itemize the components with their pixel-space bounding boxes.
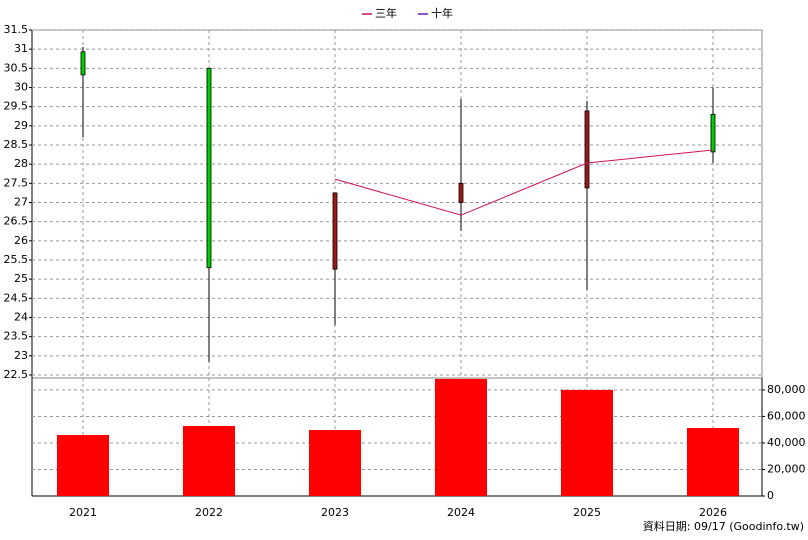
footer: 資料日期: 09/17 (Goodinfo.tw) bbox=[643, 519, 804, 533]
y2-tick-label: 60,000 bbox=[767, 409, 806, 422]
legend-label: 十年 bbox=[431, 6, 453, 20]
y-tick-label: 24.5 bbox=[4, 291, 29, 304]
volume-bar bbox=[57, 435, 109, 496]
y-tick-label: 31 bbox=[14, 42, 28, 55]
volume-bar bbox=[435, 378, 487, 496]
volume-bar bbox=[309, 429, 361, 496]
y-tick-label: 27 bbox=[14, 196, 28, 209]
y2-tick-label: 0 bbox=[767, 489, 774, 502]
y-tick-label: 26.5 bbox=[4, 215, 29, 228]
y-tick-label: 26 bbox=[14, 234, 28, 247]
legend-label: 三年 bbox=[375, 6, 397, 20]
y-tick-label: 30 bbox=[14, 81, 28, 94]
candle-body bbox=[458, 182, 464, 203]
y-tick-label: 24 bbox=[14, 311, 28, 324]
candle-body bbox=[332, 192, 338, 270]
y-tick-label: 23 bbox=[14, 349, 28, 362]
x-tick-label: 2026 bbox=[699, 506, 727, 519]
y2-tick-label: 40,000 bbox=[767, 436, 806, 449]
y-tick-label: 23.5 bbox=[4, 330, 29, 343]
x-tick-label: 2024 bbox=[447, 506, 475, 519]
x-tick-label: 2023 bbox=[321, 506, 349, 519]
x-tick-label: 2022 bbox=[195, 506, 223, 519]
y-tick-label: 29.5 bbox=[4, 100, 29, 113]
y-tick-label: 28.5 bbox=[4, 138, 29, 151]
series-line bbox=[334, 149, 714, 216]
volume-bar bbox=[183, 425, 235, 496]
y-tick-label: 25.5 bbox=[4, 253, 29, 266]
y-tick-label: 27.5 bbox=[4, 176, 29, 189]
volume-bar bbox=[687, 427, 739, 496]
y2-tick-label: 80,000 bbox=[767, 383, 806, 396]
y-tick-label: 30.5 bbox=[4, 61, 29, 74]
candle-body bbox=[710, 113, 716, 153]
candle-body bbox=[206, 67, 212, 269]
y-tick-label: 22.5 bbox=[4, 368, 29, 381]
y2-tick-label: 20,000 bbox=[767, 462, 806, 475]
candle-body bbox=[80, 51, 86, 76]
x-tick-label: 2021 bbox=[69, 506, 97, 519]
y-tick-label: 28 bbox=[14, 157, 28, 170]
volume-bar bbox=[561, 389, 613, 496]
candle-body bbox=[584, 110, 590, 189]
plot-frame bbox=[31, 29, 763, 497]
y-tick-label: 25 bbox=[14, 272, 28, 285]
x-tick-label: 2025 bbox=[573, 506, 601, 519]
y-tick-label: 31.5 bbox=[4, 23, 29, 36]
y-tick-label: 29 bbox=[14, 119, 28, 132]
